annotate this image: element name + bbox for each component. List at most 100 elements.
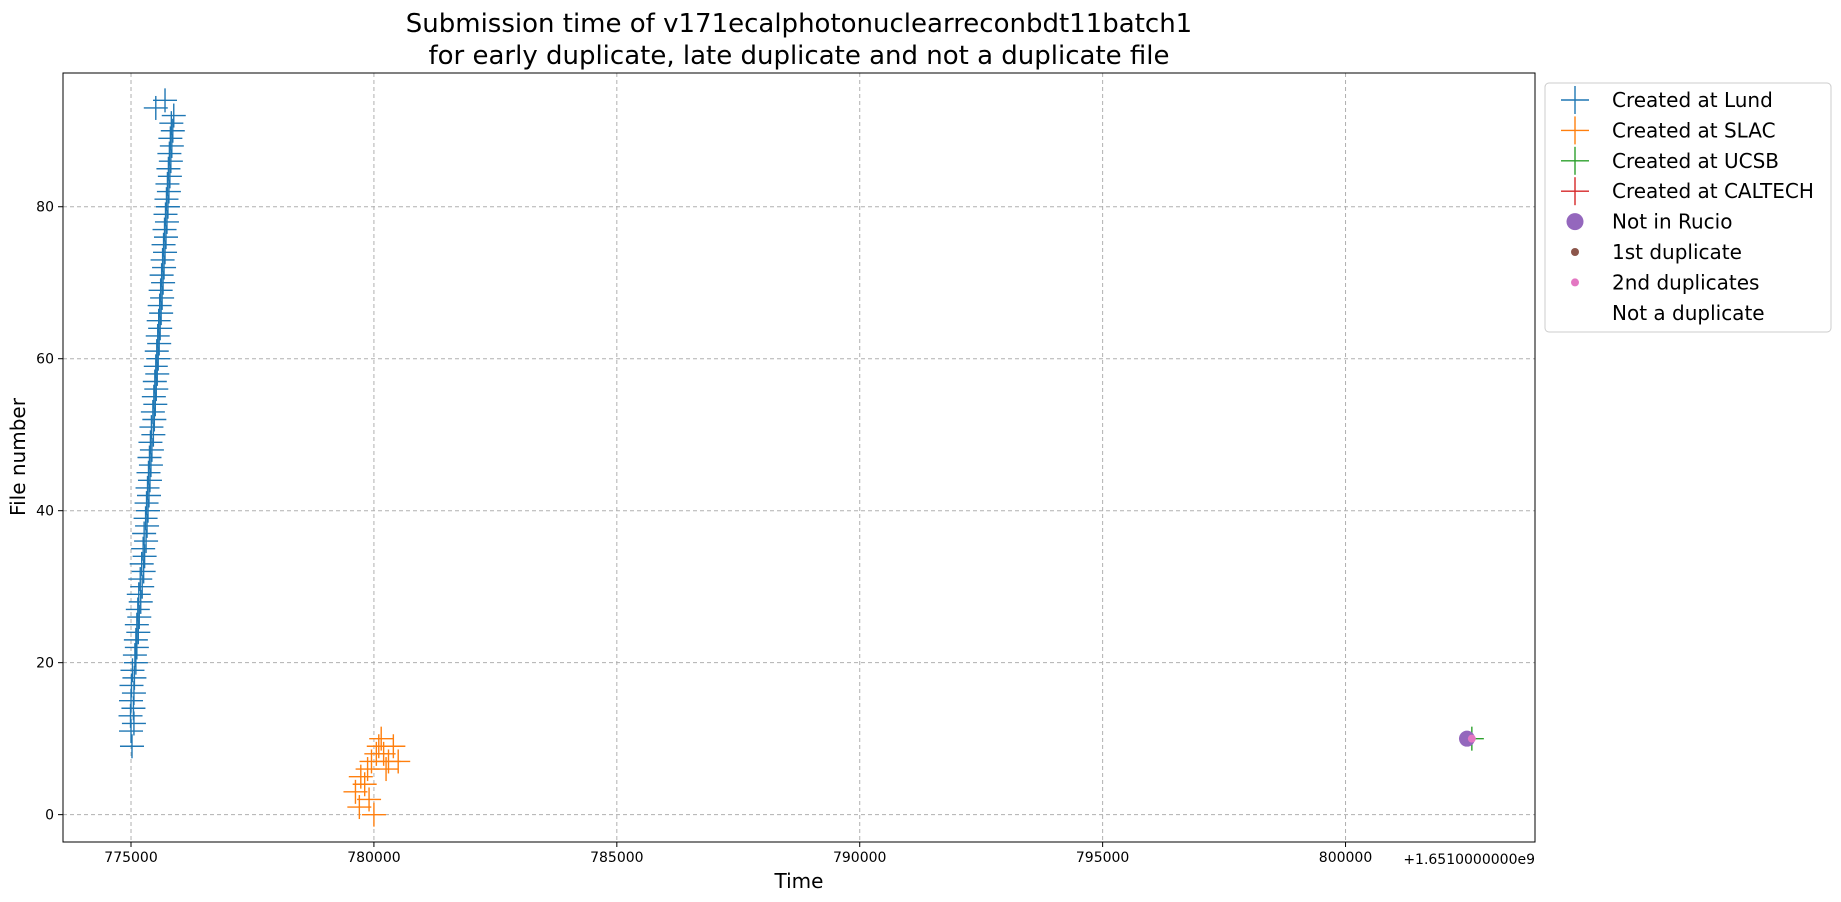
point-created-at-lund — [132, 544, 157, 569]
point-created-at-lund — [138, 430, 163, 455]
point-created-at-lund — [128, 567, 153, 592]
point-created-at-lund — [128, 589, 153, 614]
x-tick-label: 775000 — [104, 850, 157, 866]
legend-label: 2nd duplicates — [1612, 270, 1759, 294]
legend-marker — [1561, 86, 1589, 114]
point-created-at-lund — [161, 103, 186, 128]
legend: Created at Lund Created at SLAC Created at… — [1544, 82, 1832, 333]
point-created-at-lund — [160, 118, 185, 143]
point-created-at-lund — [147, 331, 172, 356]
point-created-at-lund — [122, 665, 147, 690]
legend-label: Created at UCSB — [1612, 149, 1779, 173]
x-tick-label: 795000 — [1076, 850, 1129, 866]
series-not-in-rucio — [1458, 730, 1475, 747]
point-created-at-lund — [134, 491, 159, 516]
title-line-1: Submission time of v171ecalphotonuclearr… — [406, 9, 1192, 39]
point-2nd-duplicates — [1467, 734, 1476, 743]
point-created-at-slac — [357, 787, 382, 812]
point-created-at-lund — [142, 407, 167, 432]
point-created-at-lund — [125, 597, 150, 622]
x-axis-offset-label: +1.6510000000e9 — [1403, 852, 1535, 868]
point-created-at-lund — [145, 361, 170, 386]
point-created-at-slac — [374, 757, 399, 782]
point-created-at-lund — [155, 194, 180, 219]
legend-frame — [1544, 82, 1832, 333]
y-axis: 0 20 40 60 80 — [36, 200, 63, 824]
point-created-at-lund — [135, 513, 160, 538]
legend-item-created-at-lund: Created at Lund — [1561, 86, 1773, 114]
x-axis-label: Time — [774, 869, 824, 893]
legend-marker — [1561, 146, 1589, 175]
series-created-at-lund — [118, 88, 186, 759]
point-created-at-lund — [145, 323, 170, 348]
point-created-at-lund — [132, 521, 157, 546]
point-created-at-lund — [130, 574, 155, 599]
point-created-at-lund — [152, 255, 177, 280]
grid — [63, 73, 1535, 842]
point-created-at-lund — [157, 141, 182, 166]
point-created-at-lund — [140, 399, 165, 424]
point-created-at-lund — [146, 308, 171, 333]
point-created-at-lund — [126, 582, 151, 607]
plot-frame — [62, 72, 1536, 843]
point-created-at-lund — [155, 171, 180, 196]
x-tick-label: 790000 — [833, 850, 886, 866]
point-created-at-lund — [139, 415, 164, 440]
point-created-at-lund — [150, 247, 175, 272]
x-axis: 775000 780000 785000 790000 795000 800000 — [104, 842, 1372, 866]
point-created-at-slac — [348, 764, 373, 789]
point-created-at-slac — [347, 795, 372, 820]
x-tick-label: 785000 — [590, 850, 643, 866]
legend-item-not-in-rucio: Not in Rucio — [1566, 210, 1732, 234]
point-created-at-lund — [154, 209, 179, 234]
point-created-at-lund — [120, 658, 145, 683]
legend-marker — [1571, 278, 1579, 287]
legend-item-1st-duplicate: 1st duplicate — [1571, 240, 1742, 264]
legend-item-not-a-duplicate: Not a duplicate — [1612, 301, 1765, 325]
point-created-at-lund — [154, 187, 179, 212]
point-created-at-lund — [131, 559, 156, 584]
legend-item-2nd-duplicates: 2nd duplicates — [1571, 270, 1759, 294]
legend-marker — [1571, 248, 1579, 256]
point-created-at-lund — [131, 536, 156, 561]
point-created-at-lund — [153, 225, 178, 250]
point-created-at-lund — [123, 650, 148, 675]
legend-label: Created at CALTECH — [1612, 179, 1814, 203]
y-tick-label: 0 — [45, 808, 54, 824]
point-created-at-lund — [135, 475, 160, 500]
point-created-at-lund — [124, 635, 149, 660]
point-created-at-lund — [142, 369, 167, 394]
point-created-at-lund — [139, 437, 164, 462]
legend-item-created-at-slac: Created at SLAC — [1561, 116, 1776, 145]
point-created-at-lund — [134, 529, 159, 554]
point-created-at-lund — [136, 483, 161, 508]
point-created-at-slac — [386, 749, 411, 774]
point-created-at-lund — [141, 384, 166, 409]
point-created-at-lund — [159, 111, 184, 136]
point-created-at-lund — [141, 422, 166, 447]
point-created-at-lund — [151, 270, 176, 295]
point-created-at-lund — [148, 278, 173, 303]
y-tick-label: 40 — [36, 504, 54, 520]
point-created-at-lund — [124, 612, 149, 637]
point-created-at-lund — [144, 377, 169, 402]
y-tick-label: 80 — [36, 200, 54, 216]
chart-title: Submission time of v171ecalphotonuclearr… — [406, 9, 1192, 71]
point-created-at-lund — [137, 468, 162, 493]
point-created-at-slac — [343, 779, 368, 804]
point-created-at-slac — [361, 802, 386, 827]
point-created-at-lund — [143, 95, 168, 120]
point-created-at-lund — [156, 156, 181, 181]
series-created-at-slac — [343, 726, 411, 827]
legend-label: Not in Rucio — [1612, 210, 1732, 234]
legend-item-created-at-ucsb: Created at UCSB — [1561, 146, 1779, 175]
point-created-at-lund — [151, 232, 176, 257]
point-created-at-lund — [138, 453, 163, 478]
y-tick-label: 20 — [36, 656, 54, 672]
legend-label: Not a duplicate — [1612, 301, 1765, 325]
legend-label: 1st duplicate — [1612, 240, 1742, 264]
point-created-at-lund — [144, 339, 169, 364]
point-created-at-lund — [156, 179, 181, 204]
y-axis-label: File number — [6, 397, 30, 516]
